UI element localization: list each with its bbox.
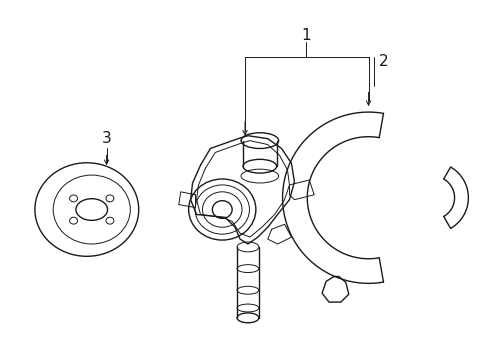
Text: 2: 2: [378, 54, 387, 69]
Text: 1: 1: [301, 28, 310, 43]
Text: 3: 3: [102, 131, 111, 146]
